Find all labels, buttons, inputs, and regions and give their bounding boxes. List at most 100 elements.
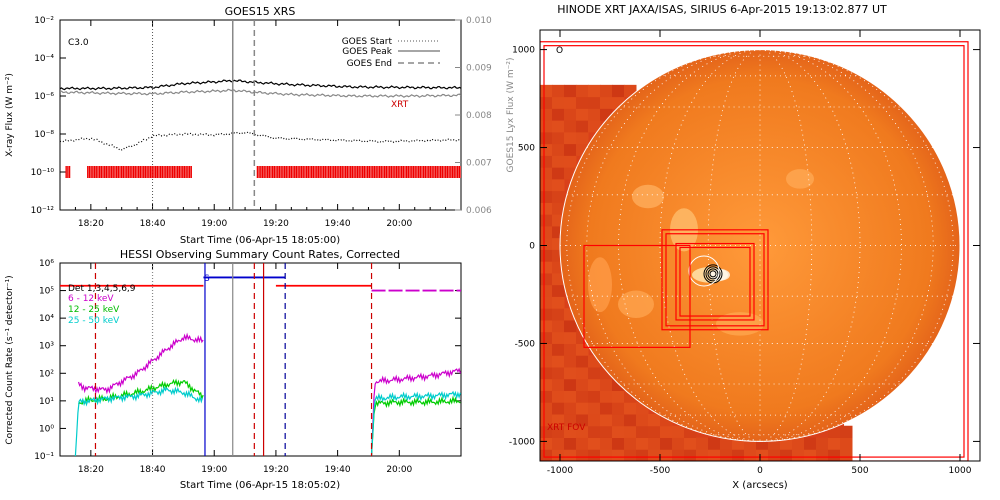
hessi-legend-det: Det 1,3,4,5,6,9: [68, 284, 136, 294]
xrt-xlabel: X (arcsecs): [732, 480, 788, 491]
xrt-mosaic-cell: [540, 378, 553, 391]
xrt-mosaic-cell: [576, 355, 589, 368]
goes-ylabel: X-ray Flux (W m⁻²): [5, 73, 15, 157]
xrt-flare-contour: [707, 268, 719, 280]
goes-legend-start: GOES Start: [342, 37, 393, 47]
xrt-mosaic-cell: [600, 437, 613, 450]
xrt-mosaic-cell: [720, 449, 733, 461]
goes-legend: GOES Start GOES Peak GOES End: [342, 37, 440, 69]
xrt-grid-longitude: [759, 49, 902, 442]
xrt-mosaic-cell: [612, 449, 625, 461]
xrt-mosaic-cell: [600, 413, 613, 427]
xrt-fov-box: [583, 244, 691, 348]
xrt-ytick-label: 500: [518, 144, 535, 154]
xrt-mosaic-cell: [564, 378, 577, 391]
goes-series-line: [60, 131, 461, 152]
xrt-mosaic-cell: [624, 449, 637, 461]
xrt-mosaic-cell: [540, 413, 553, 427]
xrt-mosaic-cell: [588, 402, 601, 415]
xrt-mosaic-cell: [768, 449, 781, 461]
hessi-series-line: [78, 378, 204, 405]
xrt-mosaic-cell: [732, 449, 745, 461]
xrt-mosaic-cell: [564, 355, 577, 368]
hessi-xtick-label: 18:40: [140, 465, 166, 475]
xrt-fov-box: [675, 242, 755, 321]
hessi-ytick-label: 10²: [39, 369, 54, 379]
xrt-mosaic-cell: [564, 413, 577, 427]
hessi-ytick-label: 10⁵: [39, 287, 54, 297]
xrt-ytick-label: -500: [515, 339, 536, 349]
xrt-mosaic-cell: [540, 178, 553, 192]
hessi-xtick-label: 19:00: [201, 465, 227, 475]
xrt-mosaic-cell: [540, 108, 553, 121]
xrt-mosaic-cell: [576, 425, 589, 438]
xrt-mosaic-cell: [552, 178, 565, 192]
goes-ytick-label: 10⁻²: [34, 16, 54, 26]
xrt-mosaic-cell: [624, 437, 637, 450]
xrt-mosaic-cell: [540, 343, 553, 356]
xrt-mosaic-cell: [780, 449, 793, 461]
goes-ytick-right-label: 0.008: [466, 111, 492, 121]
xrt-mosaic-cell: [600, 425, 613, 438]
xrt-mosaic-cell: [552, 120, 565, 133]
xrt-mosaic-cell: [540, 437, 553, 450]
xrt-mosaic-cell: [600, 378, 613, 391]
xrt-mosaic-cell: [540, 225, 553, 239]
xrt-ytick-label: -1000: [509, 437, 535, 447]
xrt-mosaic-cell: [540, 355, 553, 368]
xrt-mosaic-cell: [540, 96, 553, 109]
xrt-mosaic-cell: [564, 425, 577, 438]
xrt-xtick-label: -500: [650, 466, 671, 476]
xrt-mosaic-cell: [552, 402, 565, 415]
xrt-mosaic-cell: [600, 449, 613, 461]
xrt-grid-longitude: [759, 49, 934, 442]
xrt-mosaic-cell: [648, 437, 661, 450]
xrt-mosaic-cell: [540, 249, 553, 262]
xrt-mosaic-cell: [816, 437, 829, 450]
xrt-mosaic-cell: [696, 437, 709, 450]
xrt-mosaic-cell: [552, 155, 565, 168]
hessi-series-line: [370, 390, 461, 456]
goes-title: GOES15 XRS: [225, 5, 296, 18]
xrt-mosaic-cell: [564, 402, 577, 415]
xrt-fov-box: [679, 246, 751, 317]
xrt-mosaic-cell: [564, 319, 577, 333]
xrt-mosaic-cell: [564, 143, 577, 156]
xrt-limb: [559, 49, 961, 442]
xrt-mosaic-cell: [708, 449, 721, 461]
xrt-mosaic-cell: [576, 390, 589, 403]
xrt-mosaic-cell: [540, 167, 553, 180]
xrt-mosaic-cell: [540, 214, 553, 227]
xrt-mosaic-cell: [540, 272, 553, 286]
xrt-mosaic-cell: [696, 449, 709, 461]
xrt-mosaic-cell: [576, 378, 589, 391]
goes-ytick-label: 10⁻⁴: [34, 54, 54, 64]
xrt-mosaic-cell: [540, 131, 553, 145]
xrt-mosaic-cell: [840, 449, 853, 461]
hessi-axes: 18:20 18:40 19:00 19:20 19:40 20:00 10⁶ 10⁵ 10⁴ 1…: [34, 259, 461, 475]
xrt-mosaic-cell: [564, 437, 577, 450]
goes-ytick-right-label: 0.007: [466, 159, 492, 169]
xrt-mosaic-cell: [600, 96, 613, 109]
xrt-mosaic-cell: [840, 425, 853, 438]
xrt-emission-patch: [618, 290, 654, 318]
hessi-s-marker: S: [204, 274, 210, 284]
xrt-axes: -1000 -500 0 500 1000 1000 500 0 -500 -1000: [509, 30, 980, 476]
xrt-mosaic-cell: [708, 437, 721, 450]
xrt-mosaic-cell: [600, 390, 613, 403]
xrt-emission-patch: [786, 169, 814, 189]
xrt-mosaic-cell: [540, 261, 553, 274]
xrt-mosaic-cell: [540, 84, 553, 98]
xrt-emission-patch: [588, 257, 612, 313]
xrt-mosaic-cell: [540, 308, 553, 321]
xrt-hessi-circle: [688, 255, 720, 287]
hessi-xlabel: Start Time (06-Apr-15 18:05:02): [180, 480, 340, 491]
xrt-mosaic-cell: [540, 331, 553, 344]
xrt-mosaic-cell: [540, 202, 553, 215]
xrt-mosaic-cell: [540, 319, 553, 333]
xrt-mosaic-cell: [636, 449, 649, 461]
xrt-mosaic-cell: [588, 449, 601, 461]
xrt-mosaic-cell: [612, 413, 625, 427]
xrt-mosaic-cell: [552, 96, 565, 109]
xrt-mosaic-cell: [576, 120, 589, 133]
